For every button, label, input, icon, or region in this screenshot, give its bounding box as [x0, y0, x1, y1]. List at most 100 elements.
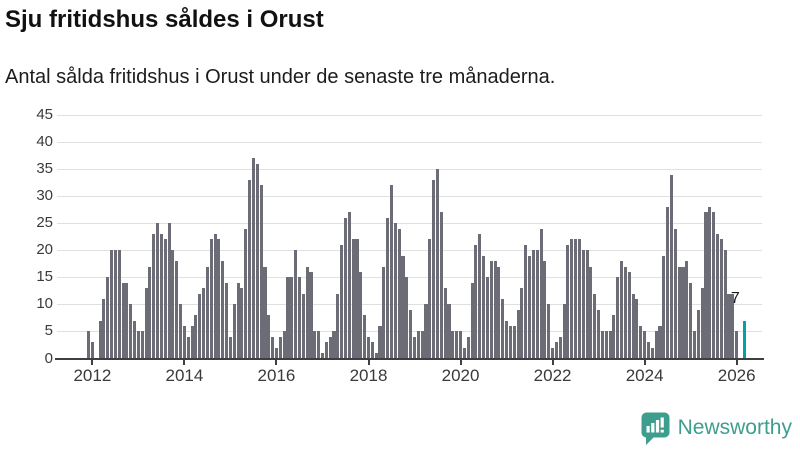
- y-axis-tick-label: 20: [36, 241, 53, 259]
- bar: [386, 217, 390, 359]
- bar: [666, 206, 670, 359]
- y-axis-tick-label: 5: [44, 322, 53, 340]
- bar: [136, 331, 140, 359]
- bar: [121, 282, 125, 359]
- bar: [612, 315, 616, 359]
- bar: [735, 331, 739, 359]
- bar: [343, 217, 348, 359]
- bar: [715, 234, 720, 359]
- x-axis-tick: [183, 359, 186, 365]
- bar: [505, 320, 509, 359]
- y-axis-tick-label: 25: [36, 214, 53, 232]
- bar: [90, 342, 94, 359]
- y-axis-tick-label: 0: [44, 349, 53, 367]
- bar: [125, 282, 129, 359]
- bar: [309, 271, 313, 359]
- bar: [539, 228, 543, 359]
- bar: [378, 326, 382, 359]
- newsworthy-logo: Newsworthy: [640, 410, 792, 446]
- bar: [562, 304, 566, 359]
- bar: [554, 342, 558, 359]
- bar: [478, 234, 482, 359]
- bar: [397, 228, 401, 359]
- bar: [646, 342, 650, 359]
- x-axis-tick: [459, 359, 462, 365]
- y-axis-tick-label: 10: [36, 295, 53, 313]
- bar: [485, 277, 489, 359]
- x-axis-tick-label: 2012: [73, 366, 112, 385]
- y-gridline: [57, 168, 762, 170]
- bar: [405, 277, 409, 359]
- bar: [175, 261, 179, 359]
- bar: [439, 212, 443, 359]
- bar: [466, 336, 470, 359]
- bar: [631, 293, 635, 359]
- bar: [148, 266, 152, 359]
- bar: [328, 336, 332, 359]
- x-axis-tick: [91, 359, 94, 365]
- bar: [209, 239, 213, 359]
- bar: [700, 288, 704, 359]
- y-gridline: [57, 276, 762, 278]
- bar: [286, 277, 290, 359]
- x-axis-tick: [551, 359, 554, 365]
- bar: [577, 239, 581, 359]
- bar: [98, 320, 102, 359]
- bar: [581, 250, 585, 359]
- bar: [347, 212, 351, 359]
- bar: [704, 212, 708, 359]
- bar: [635, 298, 639, 359]
- bar: [662, 255, 666, 359]
- bar: [140, 331, 144, 359]
- x-axis-tick: [643, 359, 646, 365]
- bar: [152, 234, 156, 359]
- bar: [493, 261, 497, 359]
- bar: [658, 326, 662, 359]
- bar: [432, 179, 436, 359]
- bar: [501, 298, 505, 359]
- bar: [692, 331, 697, 359]
- bar: [627, 271, 631, 359]
- bar: [681, 266, 685, 359]
- bar: [198, 293, 202, 359]
- bar: [355, 239, 359, 359]
- bar: [685, 261, 689, 359]
- bar: [708, 206, 712, 359]
- bar: [186, 336, 190, 359]
- bar: [689, 282, 693, 359]
- bar: [393, 223, 397, 359]
- bar: [366, 336, 371, 359]
- bar: [336, 293, 340, 359]
- bar: [497, 266, 501, 359]
- y-axis-tick-label: 30: [36, 187, 53, 205]
- bar: [228, 336, 232, 359]
- bar: [597, 309, 601, 359]
- bar: [566, 244, 570, 359]
- bar: [301, 293, 305, 359]
- bar: [87, 331, 91, 359]
- x-axis-tick-label: 2020: [441, 366, 480, 385]
- bar: [669, 174, 673, 359]
- y-axis-tick-label: 35: [36, 160, 53, 178]
- bar: [110, 250, 114, 359]
- bar: [616, 277, 620, 359]
- bar: [516, 309, 520, 359]
- bar: [608, 331, 612, 359]
- bar: [374, 353, 378, 359]
- bar: [274, 347, 278, 359]
- bar: [696, 309, 700, 359]
- bar: [654, 331, 658, 359]
- bar: [282, 331, 286, 359]
- x-axis-tick: [367, 359, 370, 365]
- bar: [190, 326, 194, 359]
- chart-subtitle: Antal sålda fritidshus i Orust under de …: [5, 66, 556, 88]
- bar: [102, 298, 106, 359]
- bar: [240, 288, 244, 359]
- bar: [313, 331, 317, 359]
- bar: [370, 342, 374, 359]
- bar: [267, 315, 271, 359]
- chart-title: Sju fritidshus såldes i Orust: [5, 6, 324, 33]
- bar: [305, 266, 309, 359]
- y-gridline: [57, 114, 762, 116]
